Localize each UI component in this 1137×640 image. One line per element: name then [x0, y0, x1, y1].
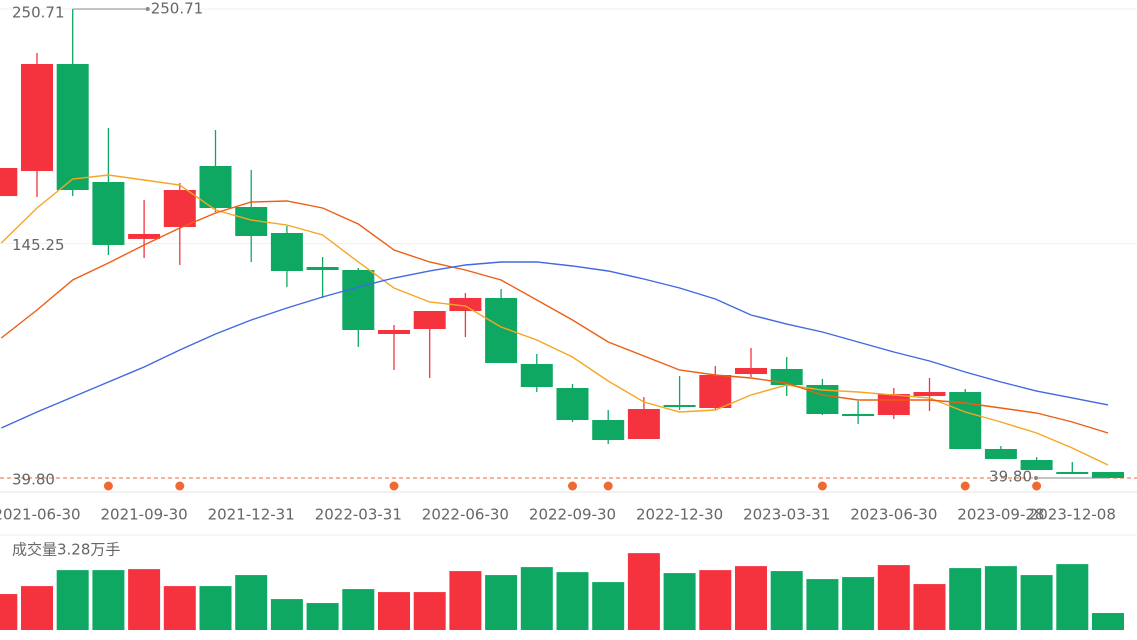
event-marker: [568, 481, 577, 491]
volume-bar: [1056, 564, 1089, 630]
volume-bar: [806, 579, 839, 630]
y-tick-label: 250.71: [12, 4, 65, 22]
volume-bar: [699, 570, 732, 630]
high-annotation: 250.71: [151, 0, 204, 18]
volume-bar: [21, 586, 53, 630]
candle-body: [699, 374, 732, 408]
candle-body: [378, 329, 410, 334]
volume-bar: [592, 582, 625, 630]
event-marker: [960, 481, 970, 491]
candle-body: [199, 165, 232, 208]
volume-bar: [984, 566, 1017, 630]
candle-body: [877, 394, 910, 416]
volume-bar: [520, 567, 553, 630]
candle-body: [0, 168, 18, 197]
x-tick-label: 2022-09-30: [529, 506, 616, 524]
volume-bar: [378, 592, 410, 630]
low-annotation: 39.80: [989, 468, 1032, 486]
candle-body: [770, 368, 803, 386]
y-tick-label: 145.25: [12, 236, 65, 254]
volume-bar: [877, 565, 910, 630]
candle-body: [449, 297, 482, 312]
candle-body: [949, 392, 982, 450]
volume-bar: [842, 577, 875, 630]
volume-bar: [342, 589, 375, 630]
candle-body: [842, 414, 875, 417]
volume-bar: [270, 599, 303, 630]
candle-body: [1056, 471, 1089, 474]
candle-body: [735, 367, 767, 374]
event-marker: [817, 481, 827, 491]
volume-label: 成交量3.28万手: [12, 541, 120, 559]
y-tick-label: 39.80: [12, 471, 55, 489]
x-tick-label: 2021-09-30: [101, 506, 188, 524]
x-tick-label: 2023-03-31: [743, 506, 830, 524]
x-tick-label: 2021-12-31: [208, 506, 295, 524]
candle-body: [1092, 471, 1124, 478]
volume-bar: [1020, 575, 1053, 630]
candle-body: [520, 363, 553, 388]
volume-bar: [199, 586, 232, 630]
volume-bar: [306, 603, 339, 630]
candle-body: [627, 408, 660, 440]
volume-bar: [556, 572, 589, 630]
candle-body: [663, 404, 696, 407]
x-tick-label: 2022-12-30: [636, 506, 723, 524]
event-marker: [1032, 481, 1042, 491]
x-tick-label: 2023-06-30: [850, 506, 937, 524]
volume-bar: [485, 575, 518, 630]
candle-body: [342, 269, 375, 330]
volume-bar: [949, 568, 982, 630]
candle-body: [306, 266, 339, 270]
volume-bar: [913, 584, 946, 630]
candle-body: [556, 388, 589, 421]
event-marker: [603, 481, 613, 491]
volume-bar: [235, 575, 268, 630]
candle-body: [1020, 460, 1053, 471]
event-marker: [389, 481, 399, 491]
candle-body: [984, 449, 1017, 459]
volume-bar: [92, 570, 125, 630]
low-annotation-dot: [1034, 476, 1038, 480]
candle-body: [270, 232, 303, 271]
candle-body: [92, 182, 125, 246]
volume-bar: [128, 569, 161, 630]
volume-bar: [1092, 613, 1124, 630]
x-tick-label: 2022-03-31: [315, 506, 402, 524]
volume-bar: [0, 594, 18, 630]
ma-line: [0, 174, 1109, 466]
volume-bar: [627, 553, 660, 630]
candle-body: [413, 311, 446, 329]
volume-bar: [163, 586, 196, 630]
event-marker: [175, 481, 185, 491]
candle-body: [128, 233, 161, 239]
candle-body: [56, 63, 89, 191]
ma-line: [0, 200, 1109, 434]
volume-bar: [56, 570, 89, 630]
event-marker: [103, 481, 113, 491]
x-tick-label: 2023-12-08: [1029, 506, 1116, 524]
candle-body: [592, 420, 625, 441]
x-tick-label: 2021-06-30: [0, 506, 81, 524]
candle-body: [163, 190, 196, 227]
ma-line: [1, 261, 1109, 429]
x-tick-label: 2022-06-30: [422, 506, 509, 524]
candle-body: [913, 392, 946, 397]
volume-bar: [449, 571, 482, 630]
volume-bar: [770, 571, 803, 630]
volume-bar: [413, 592, 446, 630]
high-annotation-dot: [145, 7, 150, 11]
volume-bar: [663, 573, 696, 630]
candle-body: [21, 63, 53, 171]
volume-bar: [735, 566, 767, 630]
x-tick-label: 2023-09-28: [957, 506, 1044, 524]
